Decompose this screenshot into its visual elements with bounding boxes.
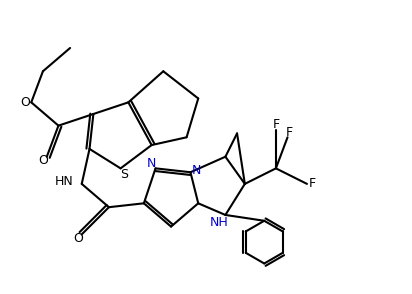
Text: S: S xyxy=(120,168,129,181)
Text: N: N xyxy=(192,164,201,177)
Text: O: O xyxy=(73,232,83,245)
Text: NH: NH xyxy=(210,216,229,229)
Text: HN: HN xyxy=(55,176,74,188)
Text: N: N xyxy=(147,157,156,170)
Text: F: F xyxy=(272,118,279,131)
Text: F: F xyxy=(309,177,316,191)
Text: O: O xyxy=(21,96,30,109)
Text: O: O xyxy=(38,154,48,167)
Text: F: F xyxy=(286,126,293,139)
